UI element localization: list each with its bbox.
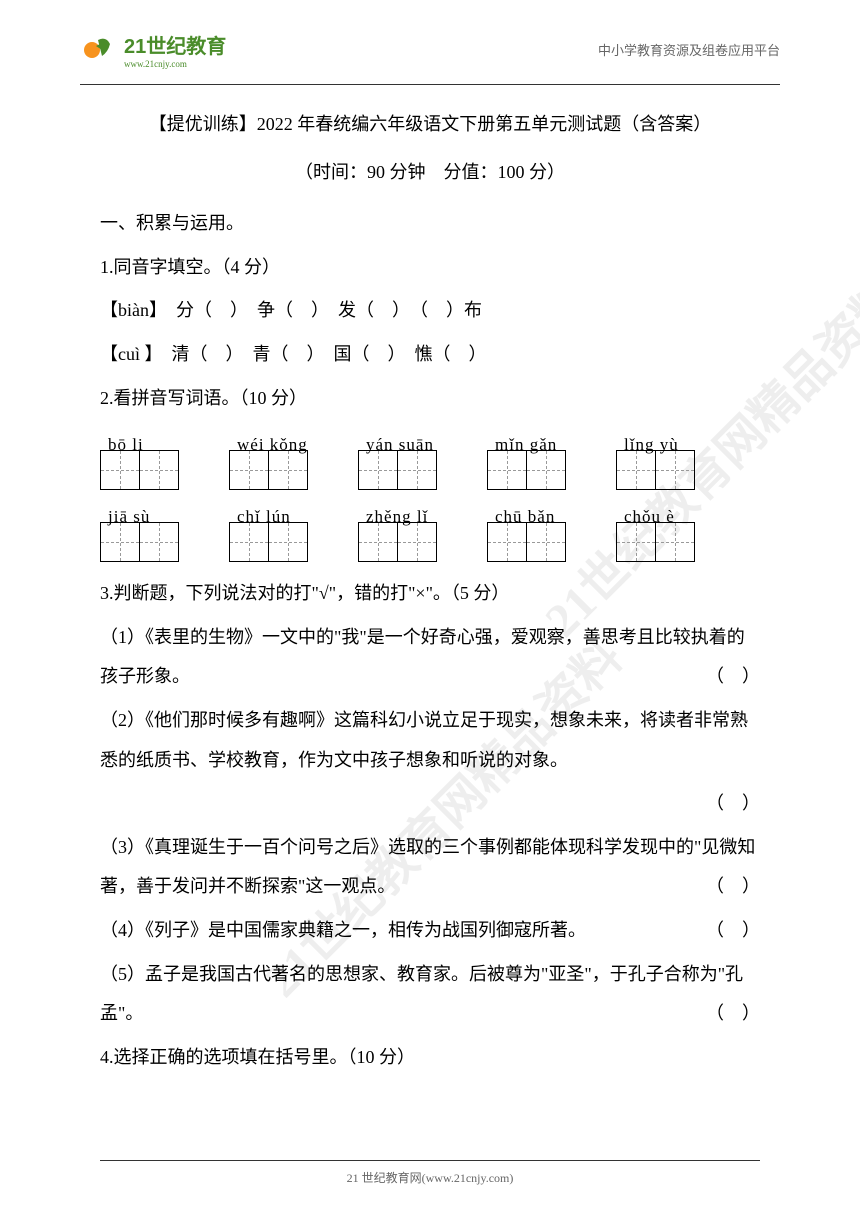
pinyin-item: chǐ lún	[229, 498, 308, 562]
section-1-title: 一、积累与运用。	[100, 204, 760, 244]
char-boxes	[358, 450, 437, 490]
pinyin-item: lǐng yù	[616, 426, 695, 490]
pinyin-label: chǒu è	[624, 498, 675, 522]
q3-item-2: （2）《他们那时候多有趣啊》这篇科幻小说立足于现实，想象未来，将读者非常熟悉的纸…	[100, 701, 760, 780]
document-title: 【提优训练】2022 年春统编六年级语文下册第五单元测试题（含答案）	[100, 105, 760, 145]
char-box	[358, 450, 398, 490]
char-box	[487, 450, 527, 490]
page-header: 21世纪教育 www.21cnjy.com 中小学教育资源及组卷应用平台	[0, 0, 860, 79]
q1-title: 1.同音字填空。（4 分）	[100, 248, 760, 288]
pinyin-label: lǐng yù	[624, 426, 679, 450]
char-box	[397, 522, 437, 562]
pinyin-row-1: bō li wéi kǒng yán suān mǐn gǎn	[100, 426, 760, 490]
char-boxes	[100, 522, 179, 562]
answer-paren: （ ）	[100, 784, 760, 824]
pinyin-row-2: jiā sù chǐ lún zhěng lǐ chū bǎn	[100, 498, 760, 562]
answer-paren: （ ）	[706, 867, 760, 907]
document-subtitle: （时间：90 分钟 分值：100 分）	[100, 153, 760, 193]
pinyin-item: bō li	[100, 426, 179, 490]
pinyin-label: wéi kǒng	[237, 426, 308, 450]
pinyin-label: yán suān	[366, 426, 434, 450]
logo-main-text: 21世纪教育	[124, 30, 226, 59]
q3-item-5: （5）孟子是我国古代著名的思想家、教育家。后被尊为"亚圣"，于孔子合称为"孔孟"…	[100, 955, 760, 1034]
char-box	[268, 450, 308, 490]
q3-item-1: （1）《表里的生物》一文中的"我"是一个好奇心强，爱观察，善思考且比较执着的孩子…	[100, 618, 760, 697]
char-box	[229, 522, 269, 562]
answer-paren: （ ）	[706, 994, 760, 1034]
pinyin-item: mǐn gǎn	[487, 426, 566, 490]
char-box	[616, 522, 656, 562]
pinyin-item: zhěng lǐ	[358, 498, 437, 562]
q4-title: 4.选择正确的选项填在括号里。（10 分）	[100, 1038, 760, 1078]
char-box	[358, 522, 398, 562]
q1-row2: 【cuì 】 清（ ） 青（ ） 国（ ） 憔（ ）	[100, 335, 760, 375]
pinyin-item: wéi kǒng	[229, 426, 308, 490]
char-boxes	[616, 450, 695, 490]
char-boxes	[100, 450, 179, 490]
q2-title: 2.看拼音写词语。（10 分）	[100, 379, 760, 419]
char-box	[139, 450, 179, 490]
footer-text: 21 世纪教育网(www.21cnjy.com)	[347, 1171, 514, 1185]
answer-paren: （ ）	[706, 657, 760, 697]
logo-icon	[80, 32, 116, 68]
pinyin-item: chū bǎn	[487, 498, 566, 562]
logo-sub-text: www.21cnjy.com	[124, 59, 226, 69]
pinyin-label: zhěng lǐ	[366, 498, 428, 522]
logo: 21世纪教育 www.21cnjy.com	[80, 30, 226, 69]
q3-text-5: （5）孟子是我国古代著名的思想家、教育家。后被尊为"亚圣"，于孔子合称为"孔孟"…	[100, 964, 743, 1024]
char-boxes	[229, 522, 308, 562]
char-boxes	[487, 522, 566, 562]
pinyin-label: chǐ lún	[237, 498, 291, 522]
pinyin-item: chǒu è	[616, 498, 695, 562]
q1-row1: 【biàn】 分（ ） 争（ ） 发（ ） （ ）布	[100, 291, 760, 331]
char-box	[229, 450, 269, 490]
char-box	[139, 522, 179, 562]
pinyin-label: bō li	[108, 426, 144, 450]
pinyin-item: jiā sù	[100, 498, 179, 562]
q3-item-4: （4）《列子》是中国儒家典籍之一，相传为战国列御寇所著。 （ ）	[100, 911, 760, 951]
q3-item-3: （3）《真理诞生于一百个问号之后》选取的三个事例都能体现科学发现中的"见微知著，…	[100, 828, 760, 907]
char-box	[268, 522, 308, 562]
char-box	[100, 522, 140, 562]
char-box	[397, 450, 437, 490]
q3-text-3: （3）《真理诞生于一百个问号之后》选取的三个事例都能体现科学发现中的"见微知著，…	[100, 837, 755, 897]
pinyin-label: jiā sù	[108, 498, 150, 522]
header-divider	[80, 84, 780, 85]
q3-text-1: （1）《表里的生物》一文中的"我"是一个好奇心强，爱观察，善思考且比较执着的孩子…	[100, 627, 745, 687]
char-boxes	[616, 522, 695, 562]
footer-divider	[100, 1160, 760, 1161]
pinyin-label: mǐn gǎn	[495, 426, 557, 450]
char-box	[616, 450, 656, 490]
q3-title: 3.判断题，下列说法对的打"√"，错的打"×"。（5 分）	[100, 574, 760, 614]
char-boxes	[229, 450, 308, 490]
char-boxes	[487, 450, 566, 490]
char-box	[100, 450, 140, 490]
char-box	[655, 450, 695, 490]
char-box	[526, 522, 566, 562]
char-box	[487, 522, 527, 562]
logo-text: 21世纪教育 www.21cnjy.com	[124, 30, 226, 69]
pinyin-item: yán suān	[358, 426, 437, 490]
pinyin-label: chū bǎn	[495, 498, 555, 522]
page-footer: 21 世纪教育网(www.21cnjy.com)	[0, 1160, 860, 1186]
char-boxes	[358, 522, 437, 562]
answer-paren: （ ）	[706, 911, 760, 951]
header-right-text: 中小学教育资源及组卷应用平台	[598, 40, 780, 59]
char-box	[526, 450, 566, 490]
q3-text-4: （4）《列子》是中国儒家典籍之一，相传为战国列御寇所著。	[100, 920, 586, 940]
char-box	[655, 522, 695, 562]
q3-text-2: （2）《他们那时候多有趣啊》这篇科幻小说立足于现实，想象未来，将读者非常熟悉的纸…	[100, 710, 748, 770]
document-content: 【提优训练】2022 年春统编六年级语文下册第五单元测试题（含答案） （时间：9…	[0, 105, 860, 1077]
